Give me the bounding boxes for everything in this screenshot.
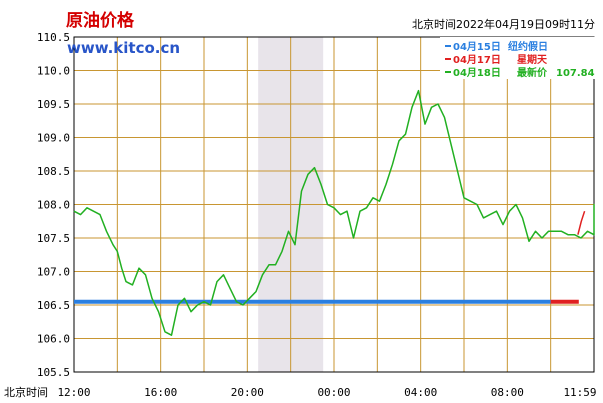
legend-date-apr17: 04月17日 (453, 54, 501, 66)
legend-note-apr15: 纽约假日 (508, 40, 548, 53)
y-tick-label: 109.5 (37, 98, 70, 111)
legend: 04月15日 纽约假日 04月17日 星期天 04月18日 最新价 107.84 (440, 37, 598, 79)
source-url: www.kitco.cn (67, 39, 180, 57)
series-line-apr18 (73, 89, 595, 336)
y-tick-label: 109.0 (37, 132, 70, 145)
series-line-apr17-detail (577, 210, 586, 235)
y-tick-label: 108.0 (37, 199, 70, 212)
y-tick-label: 107.0 (37, 266, 70, 279)
y-axis-ticks: 110.5 110.0 109.5 109.0 108.5 108.0 107.5 107.0… (37, 31, 70, 379)
legend-note-apr17: 星期天 (517, 53, 548, 66)
chart-title: 原油价格 (66, 10, 135, 31)
price-series (73, 89, 595, 336)
y-tick-label: 105.5 (37, 366, 70, 379)
legend-item-apr18: 04月18日 最新价 107.84 (445, 66, 595, 79)
legend-item-apr15: 04月15日 纽约假日 (445, 40, 548, 53)
legend-background (440, 37, 598, 79)
y-tick-label: 107.5 (37, 232, 70, 245)
x-tick-label: 12:00 (57, 386, 90, 399)
x-tick-label: 16:00 (144, 386, 177, 399)
timestamp: 北京时间2022年04月19日09时11分 (412, 17, 595, 31)
legend-item-apr17: 04月17日 星期天 (445, 53, 548, 66)
x-tick-label: 00:00 (317, 386, 350, 399)
legend-date-apr18: 04月18日 (453, 67, 501, 79)
x-tick-label: 04:00 (404, 386, 437, 399)
x-tick-label: 11:59 (563, 386, 596, 399)
x-axis-label: 北京时间 (4, 385, 48, 399)
y-tick-label: 106.0 (37, 333, 70, 346)
x-tick-label: 20:00 (231, 386, 264, 399)
y-tick-label: 108.5 (37, 165, 70, 178)
y-tick-label: 106.5 (37, 299, 70, 312)
legend-price-apr18: 107.84 (556, 68, 595, 79)
y-tick-label: 110.5 (37, 31, 70, 44)
x-axis-ticks: 12:00 16:00 20:00 00:00 04:00 08:00 11:59 (57, 386, 596, 399)
legend-date-apr15: 04月15日 (453, 41, 501, 53)
x-tick-label: 08:00 (491, 386, 524, 399)
y-tick-label: 110.0 (37, 65, 70, 78)
legend-note-apr18: 最新价 (517, 66, 548, 79)
